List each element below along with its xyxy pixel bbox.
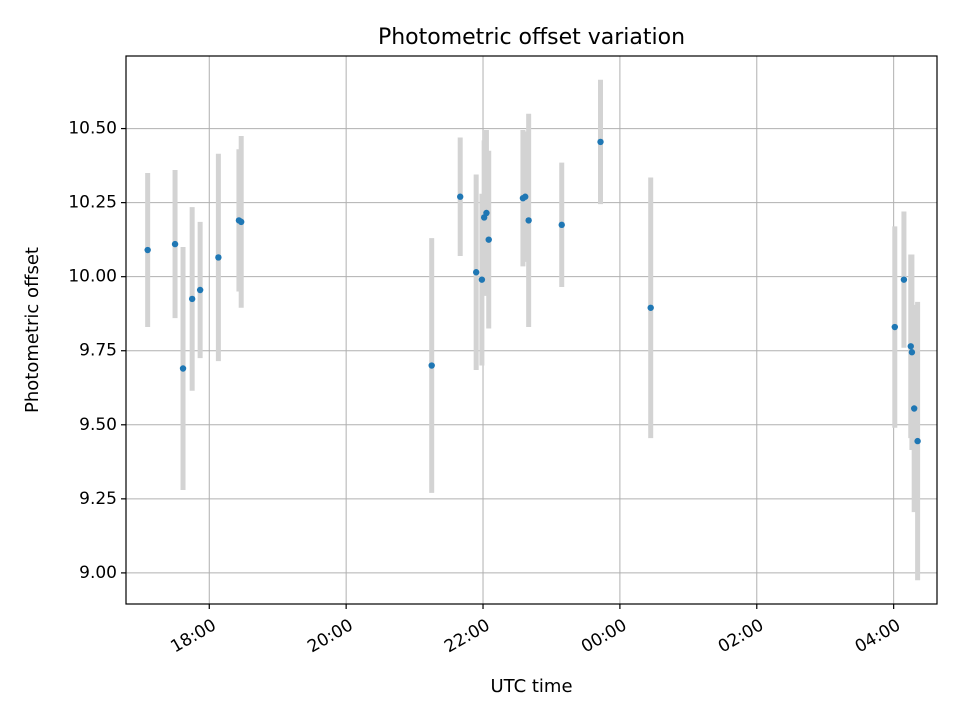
data-point [171, 240, 179, 248]
data-point [914, 437, 921, 445]
data-point [907, 343, 914, 350]
data-point [647, 304, 654, 311]
point-layer [144, 138, 921, 445]
data-point [144, 246, 151, 254]
data-point [908, 349, 916, 356]
data-point [188, 295, 196, 303]
data-point [472, 269, 480, 276]
data-point [522, 193, 529, 200]
x-axis-label: UTC time [490, 676, 572, 697]
x-tick-label: 22:00 [441, 615, 493, 657]
data-point [483, 209, 490, 217]
y-tick-label: 9.75 [79, 341, 117, 361]
x-tick-label: 20:00 [304, 615, 356, 657]
y-tick-label: 9.00 [79, 563, 117, 583]
y-tick-label: 10.50 [68, 119, 117, 139]
data-point [910, 405, 918, 412]
data-point [457, 193, 464, 200]
chart-title: Photometric offset variation [378, 25, 685, 50]
plot-frame [125, 55, 938, 605]
data-point [428, 362, 435, 369]
data-point [196, 286, 204, 294]
data-point [485, 236, 492, 243]
y-axis-label: Photometric offset [22, 247, 43, 413]
data-point [238, 218, 245, 226]
tick-layer: 18:00 20:00 22:00 00:00 02:00 04:00 9.00 9.25 9.… [68, 119, 904, 658]
data-point [215, 254, 222, 261]
y-tick-label: 9.50 [79, 415, 117, 435]
y-tick-label: 10.00 [68, 267, 117, 287]
y-tick-label: 10.25 [68, 193, 117, 213]
x-tick-label: 18:00 [167, 615, 219, 657]
grid-layer [126, 56, 937, 604]
y-tick-label: 9.25 [79, 489, 117, 509]
data-point [525, 217, 532, 224]
data-point [891, 323, 898, 331]
data-point [478, 276, 486, 283]
data-point [900, 276, 908, 283]
x-tick-label: 00:00 [578, 615, 630, 657]
x-tick-label: 04:00 [852, 615, 904, 657]
errorbar-layer [145, 79, 921, 581]
data-point [558, 221, 565, 229]
data-point [597, 138, 604, 146]
x-tick-label: 02:00 [715, 615, 767, 657]
data-point [179, 365, 187, 372]
